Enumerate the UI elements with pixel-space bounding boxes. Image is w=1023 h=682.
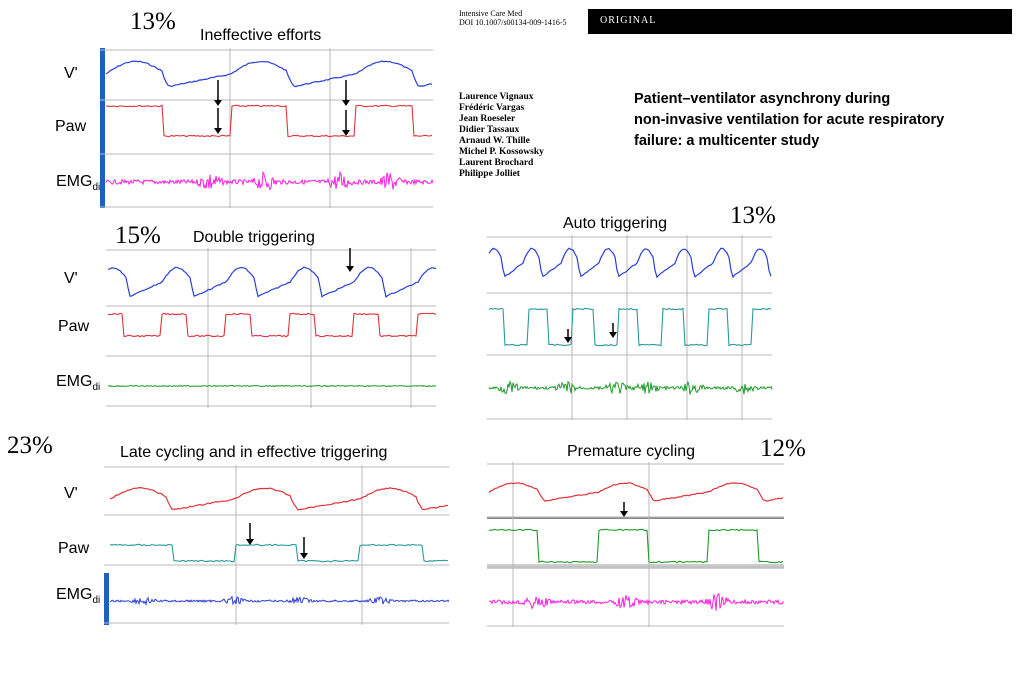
label-emg: EMGdi	[56, 173, 101, 194]
paper-title-line: non-invasive ventilation for acute respi…	[634, 112, 945, 128]
trace-panel-auto	[487, 235, 773, 420]
flow-trace	[488, 247, 772, 279]
panel-bar	[100, 48, 105, 208]
title-ineffective: Ineffective efforts	[200, 27, 322, 44]
arrow-icon	[342, 100, 350, 106]
author: Arnaud W. Thille	[459, 136, 530, 146]
author-list: Laurence Vignaux Frédéric Vargas Jean Ro…	[459, 92, 544, 180]
journal-doi: DOI 10.1007/s00134-009-1416-5	[459, 18, 567, 27]
percent-late: 23%	[7, 432, 53, 459]
label-emg: EMGdi	[56, 373, 101, 394]
journal-name: Intensive Care Med	[459, 9, 523, 18]
pressure-trace	[488, 307, 772, 347]
label-paw: Paw	[58, 318, 90, 335]
title-late: Late cycling and in effective triggering	[120, 444, 388, 461]
paper-title-line: failure: a multicenter study	[634, 133, 820, 149]
flow-trace	[105, 60, 433, 88]
section-label: ORIGINAL	[600, 15, 657, 26]
separator	[487, 517, 784, 519]
emg-trace	[105, 170, 434, 191]
author: Michel P. Kossowsky	[459, 147, 544, 157]
author: Laurence Vignaux	[459, 92, 534, 102]
title-auto: Auto triggering	[563, 215, 668, 232]
pressure-trace	[105, 104, 433, 138]
pressure-trace	[109, 543, 449, 563]
journal-citation: Intensive Care Med DOI 10.1007/s00134-00…	[459, 9, 567, 27]
percent-auto: 13%	[730, 202, 776, 229]
label-paw: Paw	[55, 118, 87, 135]
paper-title: Patient–ventilator asynchrony during non…	[634, 89, 944, 152]
emg-trace	[488, 379, 773, 395]
author: Jean Roeseler	[459, 114, 516, 124]
percent-double: 15%	[115, 222, 161, 249]
label-emg: EMGdi	[56, 586, 101, 607]
arrow-icon	[214, 100, 222, 106]
emg-trace	[108, 384, 437, 388]
author: Frédéric Vargas	[459, 103, 525, 113]
label-vflow: V'	[64, 270, 78, 287]
trace-panel-double	[106, 248, 437, 408]
arrow-icon	[214, 128, 222, 134]
section-bar: ORIGINAL	[588, 9, 1012, 34]
percent-ineffective: 13%	[130, 8, 176, 35]
label-vflow: V'	[64, 65, 78, 82]
pressure-trace	[488, 528, 784, 564]
arrow-icon	[346, 266, 354, 272]
title-double: Double triggering	[193, 229, 315, 246]
percent-premature: 12%	[760, 435, 806, 462]
title-premature: Premature cycling	[567, 443, 696, 460]
arrow-icon	[609, 332, 617, 338]
flow-trace	[107, 266, 437, 298]
trace-panel-late	[104, 465, 450, 625]
arrow-icon	[300, 553, 308, 559]
emg-trace	[109, 595, 450, 607]
author: Didier Tassaux	[459, 125, 520, 135]
arrow-icon	[620, 511, 628, 517]
flow-trace	[109, 486, 449, 511]
paper-title-line: Patient–ventilator asynchrony during	[634, 91, 891, 107]
author: Laurent Brochard	[459, 158, 534, 168]
emg-trace	[488, 593, 785, 611]
arrow-icon	[246, 539, 254, 545]
arrow-icon	[342, 130, 350, 136]
trace-panel-ineffective	[100, 48, 434, 208]
trace-panel-premature	[487, 462, 785, 627]
author: Philippe Jolliet	[459, 169, 520, 179]
panel-bar	[104, 573, 109, 625]
arrow-icon	[564, 337, 572, 343]
pressure-trace	[107, 312, 437, 338]
label-vflow: V'	[64, 485, 78, 502]
label-paw: Paw	[58, 540, 90, 557]
flow-trace	[488, 482, 784, 502]
